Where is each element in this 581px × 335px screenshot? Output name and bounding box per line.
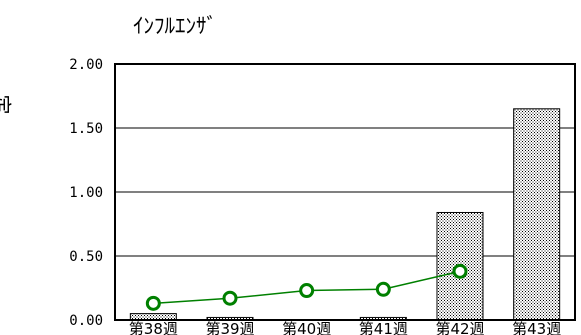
line-point [375,281,391,297]
x-tick-label: 第40週 [282,320,331,335]
x-tick-label: 第38週 [129,320,178,335]
line-point [145,295,161,311]
y-tick-label: 0.00 [69,313,103,329]
y-tick-label: 0.50 [69,249,103,265]
x-tick-label: 第41週 [359,320,408,335]
x-tick-label: 第39週 [205,320,254,335]
x-tick-label: 第42週 [435,320,484,335]
line-series [145,263,468,311]
bar [513,108,561,321]
gridlines [115,127,575,257]
line-point [222,290,238,306]
line-point [299,283,315,299]
bars [129,108,561,321]
x-tick-label: 第43週 [512,320,561,335]
chart-title: ｲﾝﾌﾙｴﾝｻﾞ [133,14,217,38]
y-tick-label: 1.50 [69,121,103,137]
y-axis-ticks: 0.00 0.50 1.00 1.50 2.00 [69,57,103,329]
plot-frame [114,63,576,321]
y-tick-label: 1.00 [69,185,103,201]
y-tick-label: 2.00 [69,57,103,73]
x-axis-ticks: 第38週 第39週 第40週 第41週 第42週 第43週 [129,320,561,335]
line-point [452,263,468,279]
y-axis-label: 定点当たり患者数 [0,91,12,115]
